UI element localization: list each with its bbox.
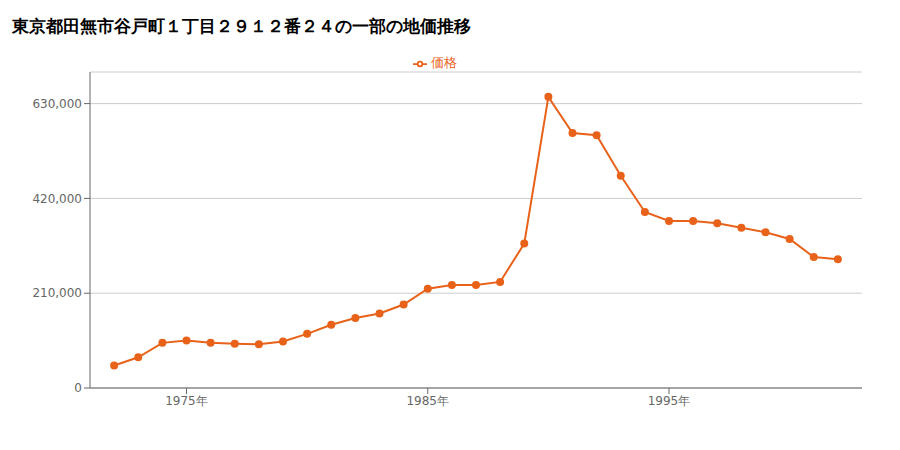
svg-text:420,000: 420,000 <box>32 192 82 206</box>
svg-text:0: 0 <box>74 381 82 395</box>
svg-text:1995年: 1995年 <box>648 394 691 408</box>
svg-text:630,000: 630,000 <box>32 97 82 111</box>
html-text:価格: 価格 <box>431 55 457 70</box>
svg-text:1985年: 1985年 <box>406 394 449 408</box>
svg-text:210,000: 210,000 <box>32 286 82 300</box>
html-text:東京都田無市谷戸町１丁目２９１２番２４の一部の地価推移: 東京都田無市谷戸町１丁目２９１２番２４の一部の地価推移 <box>12 16 471 36</box>
svg-text:1975年: 1975年 <box>165 394 208 408</box>
